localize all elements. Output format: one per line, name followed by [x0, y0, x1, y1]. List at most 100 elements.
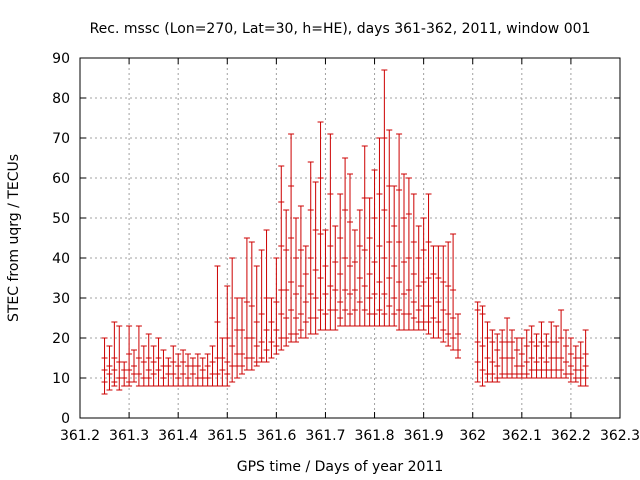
error-bar-point — [401, 173, 407, 331]
error-bar-point — [189, 357, 196, 387]
error-bar-point — [361, 145, 368, 327]
error-bar-point — [351, 229, 358, 327]
error-bar-point — [396, 133, 403, 331]
y-tick-label: 0 — [61, 411, 70, 427]
error-bar-point — [268, 297, 275, 359]
error-bar-point — [126, 325, 133, 387]
error-bar-point — [366, 197, 373, 327]
x-tick-label: 362.3 — [600, 428, 640, 444]
y-axis-ticks: 0 10 20 30 40 50 60 70 80 90 — [52, 51, 620, 427]
error-bar-point — [347, 173, 353, 327]
y-tick-label: 70 — [52, 131, 70, 147]
error-bar-point — [577, 341, 584, 387]
error-bar-point — [582, 329, 589, 387]
x-tick-label: 361.2 — [60, 428, 100, 444]
error-bar-point — [140, 345, 147, 387]
error-bar-point — [509, 329, 515, 379]
error-bar-point — [391, 185, 398, 327]
x-tick-label: 362.1 — [502, 428, 542, 444]
error-bar-point — [558, 309, 565, 379]
error-bar-point — [563, 329, 569, 379]
error-bar-point — [342, 157, 349, 327]
error-bar-point — [553, 325, 560, 379]
x-tick-label: 361.3 — [109, 428, 149, 444]
x-tick-label: 361.8 — [354, 428, 394, 444]
error-bar-point — [327, 133, 334, 331]
error-bar-point — [293, 217, 299, 343]
x-tick-label: 361.5 — [207, 428, 247, 444]
error-bar-point — [135, 325, 142, 387]
error-bar-point — [474, 301, 481, 383]
error-bar-point — [386, 129, 393, 327]
error-bar-point — [533, 333, 540, 379]
error-bar-point — [425, 193, 432, 335]
error-bar-point — [248, 241, 255, 371]
error-bar-point — [111, 321, 118, 387]
error-bar-point — [489, 329, 496, 383]
y-tick-label: 60 — [52, 171, 70, 187]
error-bar-point — [543, 333, 550, 379]
error-bar-point — [101, 337, 108, 395]
error-bar-point — [307, 161, 314, 335]
error-bar-point — [180, 349, 187, 387]
error-bar-point — [572, 345, 579, 383]
error-bar-point — [214, 265, 221, 387]
error-bar-point — [332, 225, 339, 331]
x-tick-label: 361.6 — [256, 428, 296, 444]
y-axis-label: STEC from uqrg / TECUs — [6, 154, 22, 322]
error-bar-point — [258, 249, 265, 363]
error-bar-point — [150, 345, 157, 387]
error-bar-point — [224, 285, 231, 387]
x-tick-label: 362 — [459, 428, 486, 444]
error-bar-point — [337, 193, 344, 327]
error-bar-point — [131, 349, 137, 383]
error-bar-point — [145, 333, 152, 387]
error-bar-point — [278, 165, 285, 351]
error-bar-point — [322, 229, 329, 331]
y-tick-label: 30 — [52, 291, 70, 307]
error-bar-point — [263, 229, 270, 363]
y-tick-label: 50 — [52, 211, 70, 227]
error-bar-point — [381, 69, 388, 327]
error-bar-point — [209, 345, 216, 387]
x-tick-label: 362.2 — [551, 428, 591, 444]
error-bar-point — [317, 121, 324, 331]
error-bar-point — [455, 313, 461, 359]
error-bar-point — [445, 241, 452, 347]
x-tick-label: 361.9 — [404, 428, 444, 444]
x-tick-label: 361.7 — [305, 428, 345, 444]
error-bar-point — [435, 245, 442, 339]
error-bar-point — [484, 321, 491, 383]
error-bar-point — [229, 257, 236, 383]
error-bar-point — [160, 349, 167, 387]
error-bar-point — [356, 209, 363, 327]
error-bar-point — [155, 337, 162, 387]
y-tick-label: 90 — [52, 51, 70, 67]
error-bar-point — [204, 353, 211, 387]
x-tick-label: 361.4 — [158, 428, 198, 444]
error-bar-point — [479, 305, 486, 387]
error-bar-point — [170, 345, 177, 387]
error-bar-point — [253, 265, 260, 367]
y-tick-label: 20 — [52, 331, 70, 347]
error-bar-point — [499, 329, 506, 379]
error-bar-point — [312, 181, 319, 335]
error-bar-point — [430, 245, 437, 339]
error-bar-point — [371, 169, 378, 327]
error-bar-point — [440, 245, 447, 343]
error-bar-point — [450, 233, 457, 351]
error-bar-point — [185, 353, 191, 387]
error-bar-point — [199, 357, 206, 387]
y-tick-label: 10 — [52, 371, 70, 387]
error-bar-point — [494, 333, 501, 383]
error-bar-series — [101, 69, 589, 395]
y-tick-label: 80 — [52, 91, 70, 107]
x-axis-label: GPS time / Days of year 2011 — [237, 459, 444, 475]
error-bar-point — [283, 209, 290, 347]
y-tick-label: 40 — [52, 251, 70, 267]
chart-title: Rec. mssc (Lon=270, Lat=30, h=HE), days … — [90, 21, 591, 37]
plot-frame — [79, 57, 621, 419]
error-bar-point — [518, 337, 525, 379]
error-bar-point — [121, 361, 128, 387]
